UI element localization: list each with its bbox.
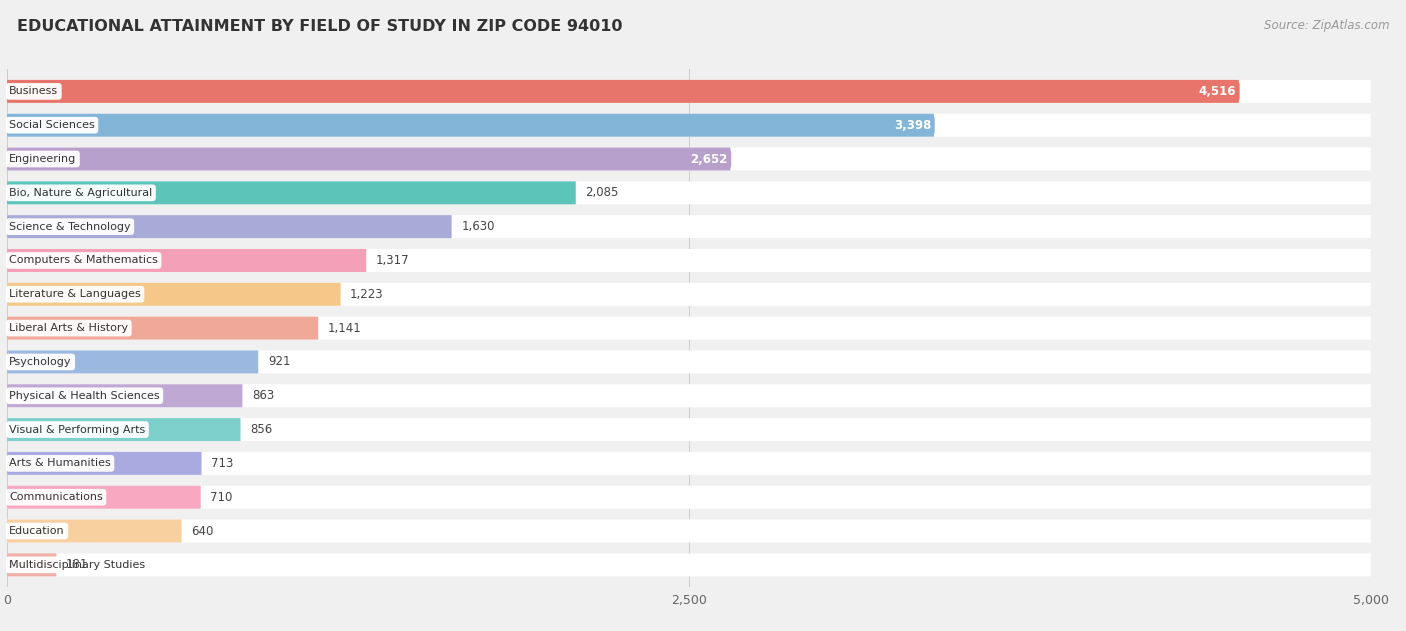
FancyBboxPatch shape (7, 249, 366, 272)
Text: Engineering: Engineering (10, 154, 76, 164)
FancyBboxPatch shape (7, 215, 451, 238)
FancyBboxPatch shape (7, 283, 340, 306)
Text: Bio, Nature & Agricultural: Bio, Nature & Agricultural (10, 188, 152, 198)
FancyBboxPatch shape (7, 317, 1371, 339)
Text: Science & Technology: Science & Technology (10, 221, 131, 232)
Text: Computers & Mathematics: Computers & Mathematics (10, 256, 157, 266)
Text: 2,085: 2,085 (585, 186, 619, 199)
Text: 2,652: 2,652 (690, 153, 728, 165)
Text: 856: 856 (250, 423, 273, 436)
FancyBboxPatch shape (7, 418, 240, 441)
Text: 921: 921 (267, 355, 290, 369)
Text: 3,398: 3,398 (894, 119, 931, 132)
Text: 4,516: 4,516 (1198, 85, 1236, 98)
Text: Multidisciplinary Studies: Multidisciplinary Studies (10, 560, 145, 570)
Text: 640: 640 (191, 524, 214, 538)
FancyBboxPatch shape (7, 486, 1371, 509)
FancyBboxPatch shape (7, 249, 1371, 272)
Text: Business: Business (10, 86, 58, 97)
Text: Psychology: Psychology (10, 357, 72, 367)
FancyBboxPatch shape (7, 553, 1371, 576)
FancyBboxPatch shape (7, 181, 1371, 204)
FancyBboxPatch shape (7, 350, 259, 374)
FancyBboxPatch shape (7, 317, 318, 339)
FancyBboxPatch shape (7, 80, 1239, 103)
FancyBboxPatch shape (7, 148, 1371, 170)
Text: Arts & Humanities: Arts & Humanities (10, 458, 111, 468)
FancyBboxPatch shape (7, 486, 201, 509)
FancyBboxPatch shape (7, 148, 730, 170)
Text: 710: 710 (211, 491, 232, 504)
FancyBboxPatch shape (7, 114, 1371, 137)
Text: EDUCATIONAL ATTAINMENT BY FIELD OF STUDY IN ZIP CODE 94010: EDUCATIONAL ATTAINMENT BY FIELD OF STUDY… (17, 19, 623, 34)
FancyBboxPatch shape (7, 519, 1371, 543)
Text: 1,141: 1,141 (328, 322, 361, 334)
FancyBboxPatch shape (7, 215, 1371, 238)
FancyBboxPatch shape (7, 181, 575, 204)
FancyBboxPatch shape (7, 283, 1371, 306)
FancyBboxPatch shape (7, 519, 181, 543)
Text: Physical & Health Sciences: Physical & Health Sciences (10, 391, 160, 401)
Text: 1,223: 1,223 (350, 288, 384, 301)
Text: Visual & Performing Arts: Visual & Performing Arts (10, 425, 145, 435)
FancyBboxPatch shape (7, 384, 242, 407)
Text: 181: 181 (66, 558, 89, 571)
FancyBboxPatch shape (7, 114, 934, 137)
Text: 713: 713 (211, 457, 233, 470)
Text: 1,317: 1,317 (375, 254, 409, 267)
Text: Liberal Arts & History: Liberal Arts & History (10, 323, 128, 333)
Text: Source: ZipAtlas.com: Source: ZipAtlas.com (1264, 19, 1389, 32)
FancyBboxPatch shape (7, 553, 56, 576)
Text: 863: 863 (252, 389, 274, 402)
FancyBboxPatch shape (7, 80, 1371, 103)
FancyBboxPatch shape (7, 384, 1371, 407)
FancyBboxPatch shape (7, 452, 1371, 475)
Text: Social Sciences: Social Sciences (10, 121, 96, 130)
FancyBboxPatch shape (7, 350, 1371, 374)
Text: Literature & Languages: Literature & Languages (10, 289, 141, 299)
Text: 1,630: 1,630 (461, 220, 495, 233)
FancyBboxPatch shape (7, 418, 1371, 441)
FancyBboxPatch shape (7, 452, 201, 475)
Text: Communications: Communications (10, 492, 103, 502)
Text: Education: Education (10, 526, 65, 536)
